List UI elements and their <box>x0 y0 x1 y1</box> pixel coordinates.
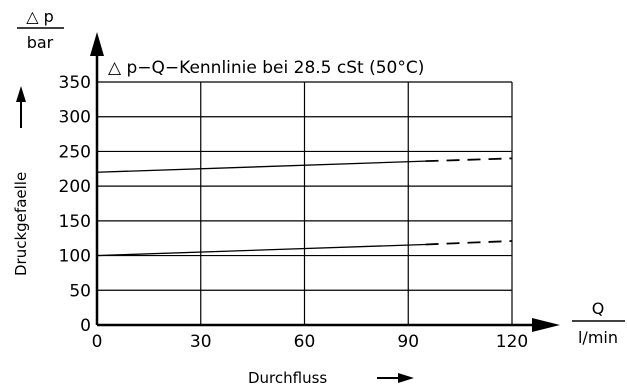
y-tick-label: 50 <box>69 281 91 301</box>
y-tick-label: 350 <box>59 73 91 93</box>
y-axis-label: Druckgefaelle <box>12 172 30 276</box>
x-label-arrow-head <box>398 373 414 383</box>
x-tick-labels: 0 30 60 90 120 <box>92 332 529 352</box>
axes <box>90 32 560 332</box>
y-tick-labels: 0 50 100 150 200 250 300 350 <box>59 73 91 336</box>
x-tick-label: 90 <box>397 332 419 352</box>
curve-1-dashed <box>425 157 513 163</box>
y-tick-label: 300 <box>59 108 91 128</box>
y-tick-label: 200 <box>59 177 91 197</box>
curve-2-dashed <box>425 240 513 246</box>
y-tick-label: 0 <box>80 316 91 336</box>
x-axis-arrowhead <box>532 318 560 332</box>
curve-1-solid <box>96 160 426 173</box>
grid <box>97 81 513 325</box>
x-tick-label: 120 <box>496 332 528 352</box>
y-tick-label: 250 <box>59 142 91 162</box>
y-axis-arrowhead <box>90 32 104 56</box>
y-unit-symbol: △ p <box>26 7 54 26</box>
x-tick-label: 30 <box>190 332 212 352</box>
y-unit-unit: bar <box>27 33 54 52</box>
x-unit-unit: l/min <box>578 328 618 347</box>
curves <box>96 157 513 257</box>
x-unit-symbol: Q <box>592 299 605 318</box>
curve-2-solid <box>96 243 426 257</box>
y-tick-label: 150 <box>59 212 91 232</box>
x-tick-label: 60 <box>294 332 316 352</box>
x-axis-label: Durchfluss <box>248 369 327 387</box>
y-tick-label: 100 <box>59 247 91 267</box>
x-tick-label: 0 <box>92 332 103 352</box>
chart-title: △ p−Q−Kennlinie bei 28.5 cSt (50°C) <box>108 58 424 78</box>
y-label-arrow-head <box>16 86 26 102</box>
